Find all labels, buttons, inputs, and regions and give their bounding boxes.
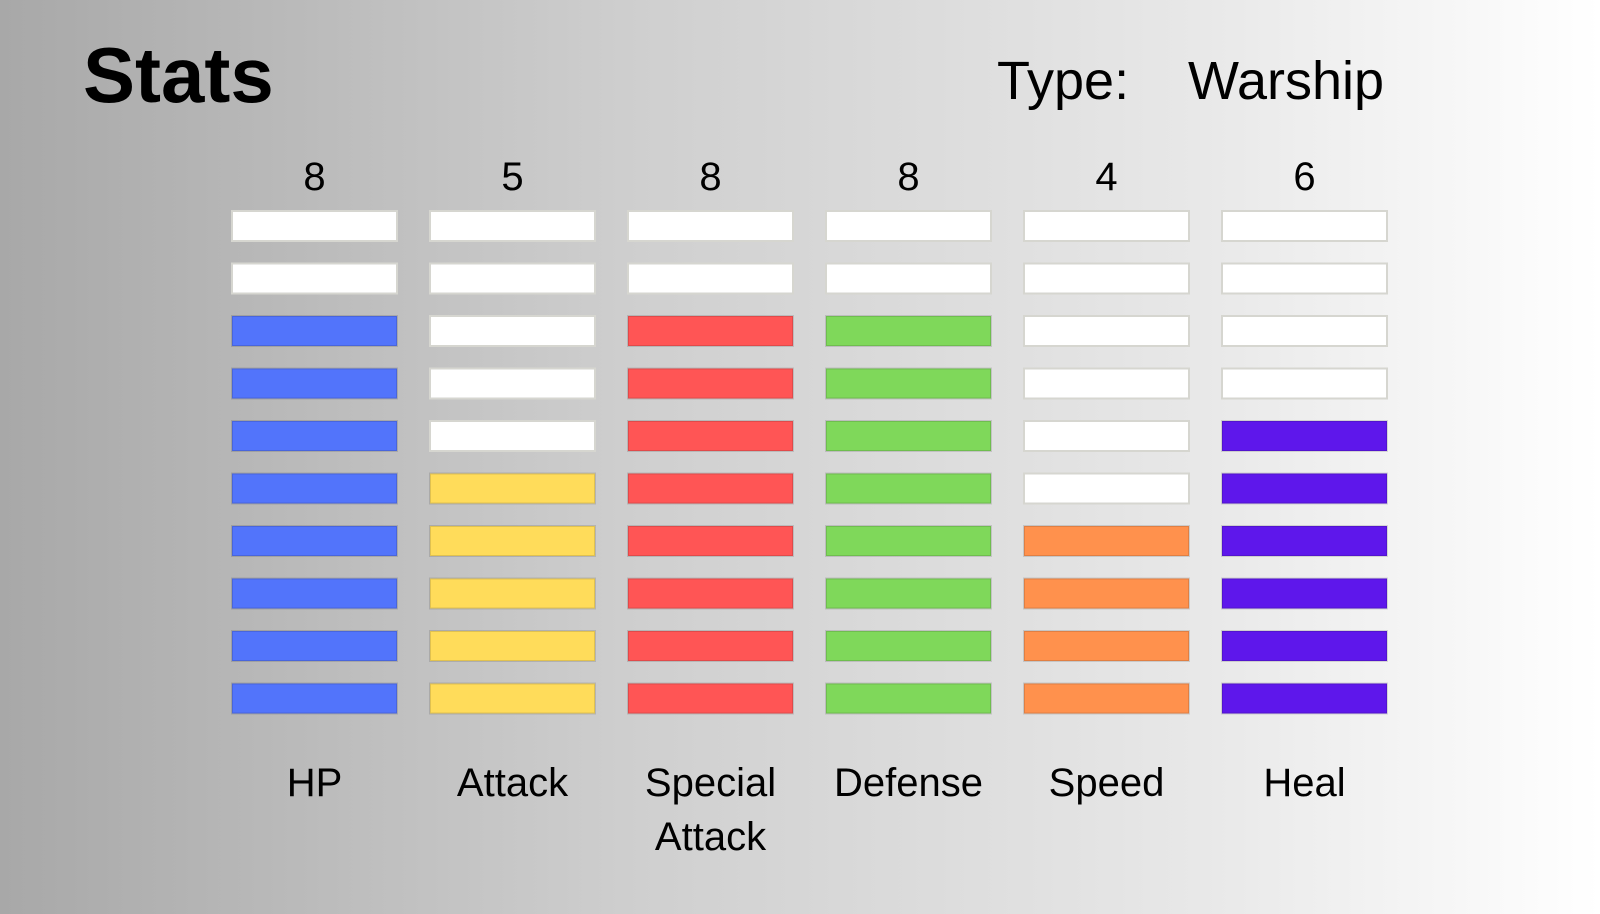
stat-segment-empty (1023, 367, 1190, 400)
stat-segment-filled (825, 525, 992, 557)
stat-segment-filled (825, 367, 992, 400)
stat-value-heal: 6 (1293, 155, 1315, 199)
stat-segment-empty (1221, 315, 1388, 347)
stat-segment-filled (627, 367, 794, 400)
stat-column-heal: 6 Heal (1221, 155, 1388, 805)
stat-segment-filled (627, 420, 794, 452)
stat-segment-filled (627, 682, 794, 715)
stat-column-defense: 8 Defense (825, 155, 992, 805)
stat-segment-filled (825, 577, 992, 610)
stat-segment-empty (429, 420, 596, 452)
stat-segment-filled (429, 525, 596, 557)
stat-segment-filled (627, 630, 794, 662)
stat-value-attack: 5 (501, 155, 523, 199)
stat-segment-filled (825, 472, 992, 505)
stat-segment-filled (429, 682, 596, 715)
stat-segment-empty (1221, 367, 1388, 400)
stat-segment-filled (1023, 682, 1190, 715)
stat-value-hp: 8 (303, 155, 325, 199)
stat-segment-filled (825, 315, 992, 347)
stat-label-heal: Heal (1263, 761, 1345, 805)
stat-column-special-attack: 8 Special Attack (627, 155, 794, 859)
stat-segment-empty (1221, 262, 1388, 295)
stat-segment-filled (429, 630, 596, 662)
stat-segment-filled (231, 577, 398, 610)
stat-segment-empty (627, 210, 794, 242)
stat-column-speed: 4 Speed (1023, 155, 1190, 805)
stat-segment-empty (429, 367, 596, 400)
stat-column-attack: 5 Attack (429, 155, 596, 805)
stat-segment-empty (231, 210, 398, 242)
stat-segment-empty (1221, 210, 1388, 242)
stat-label-special-attack: Attack (655, 815, 767, 859)
stat-segment-filled (627, 472, 794, 505)
page-title: Stats (83, 31, 274, 119)
type-value: Warship (1188, 51, 1385, 111)
stat-segment-filled (825, 630, 992, 662)
stat-segment-filled (231, 315, 398, 347)
stat-value-special-attack: 8 (699, 155, 721, 199)
stat-segment-filled (1221, 525, 1388, 557)
stat-segment-empty (1023, 315, 1190, 347)
stat-value-speed: 4 (1095, 155, 1117, 199)
stat-segment-filled (1221, 420, 1388, 452)
stat-segment-empty (627, 262, 794, 295)
stat-label-defense: Defense (834, 761, 983, 805)
stat-segment-empty (825, 262, 992, 295)
stat-segment-filled (1221, 472, 1388, 505)
stat-segment-filled (231, 525, 398, 557)
stat-segment-filled (1023, 525, 1190, 557)
type-label: Type: (997, 51, 1130, 111)
stat-segment-empty (429, 262, 596, 295)
stat-segment-empty (825, 210, 992, 242)
stat-segment-filled (1023, 630, 1190, 662)
stat-segment-filled (1221, 682, 1388, 715)
stat-segment-filled (1221, 630, 1388, 662)
stat-segment-empty (1023, 420, 1190, 452)
stat-segment-filled (231, 420, 398, 452)
stat-label-attack: Attack (457, 761, 569, 805)
stat-segment-empty (1023, 262, 1190, 295)
stat-segment-empty (1023, 210, 1190, 242)
stat-segment-filled (429, 472, 596, 505)
stat-segment-filled (627, 315, 794, 347)
stat-label-special-attack: Special (645, 761, 776, 805)
stat-segment-filled (231, 367, 398, 400)
stat-segment-filled (627, 525, 794, 557)
stat-segment-filled (825, 682, 992, 715)
stat-segment-empty (1023, 472, 1190, 505)
stat-segment-filled (825, 420, 992, 452)
stat-segment-filled (1023, 577, 1190, 610)
stat-segment-empty (429, 210, 596, 242)
stat-segment-filled (231, 630, 398, 662)
stat-segment-filled (429, 577, 596, 610)
stat-segment-filled (1221, 577, 1388, 610)
stat-segment-empty (429, 315, 596, 347)
stat-segment-empty (231, 262, 398, 295)
stat-label-speed: Speed (1049, 761, 1165, 805)
stat-segment-filled (627, 577, 794, 610)
stat-value-defense: 8 (897, 155, 919, 199)
stat-label-hp: HP (287, 761, 343, 805)
stat-column-hp: 8 HP (231, 155, 398, 805)
stat-segment-filled (231, 682, 398, 715)
stat-segment-filled (231, 472, 398, 505)
